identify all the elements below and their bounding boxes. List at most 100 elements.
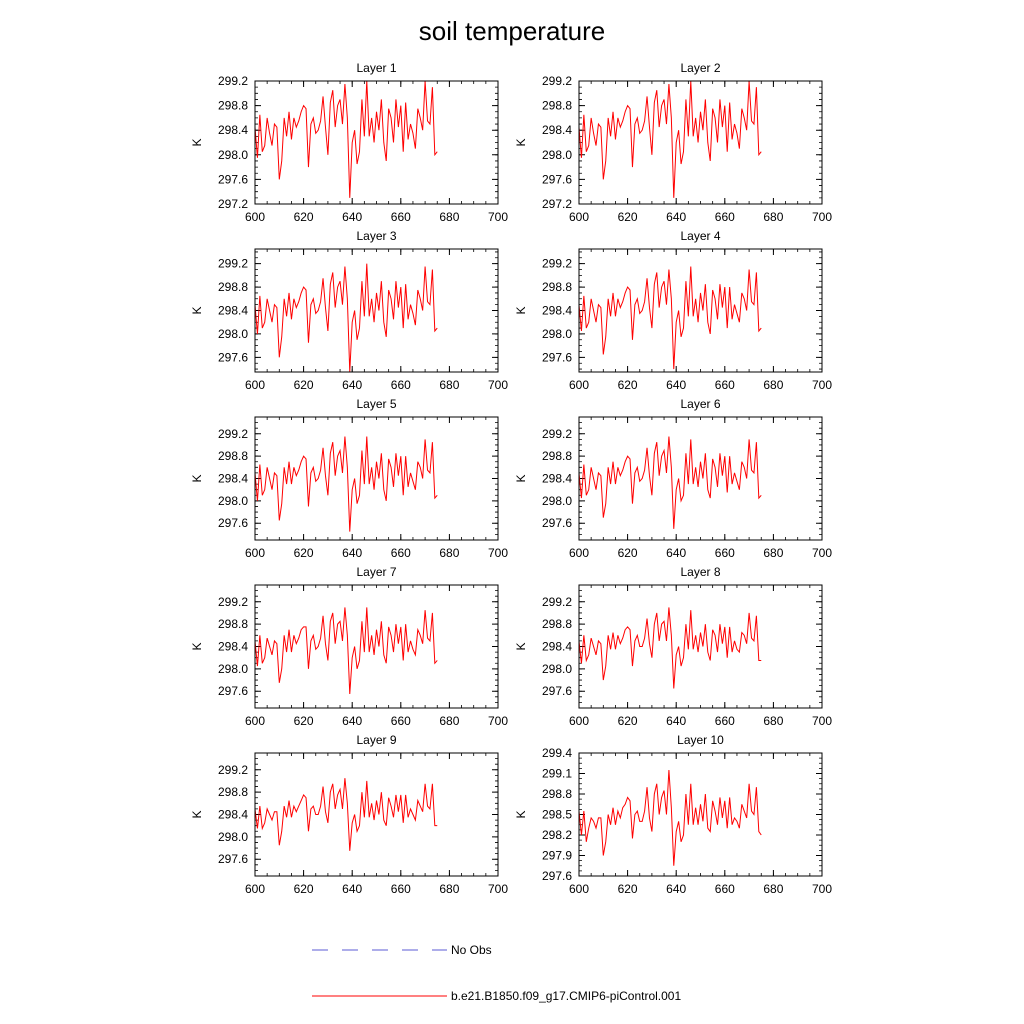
y-tick-label-5-298.4: 298.4 [218,472,248,486]
plot-frame-7 [254,584,499,709]
panel-title-7: Layer 7 [356,565,396,579]
y-tick-label-5-298.8: 298.8 [218,449,248,463]
minor-ticks-2 [578,80,823,205]
panel-layer-1: Layer 1 K 600 620 640 660 680 700 297.2 297.6 298.… [190,61,508,224]
y-axis-label-1: K [190,138,204,146]
y-tick-label-2-298.8: 298.8 [542,99,572,113]
x-tick-label-8-600: 600 [569,714,589,728]
y-tick-label-3-297.6: 297.6 [218,350,248,364]
series-line-9-0 [254,778,438,851]
y-tick-label-9-298.0: 298.0 [218,830,248,844]
x-tick-label-6-680: 680 [763,546,783,560]
plot-frame-6 [578,416,823,541]
y-tick-label-3-299.2: 299.2 [218,257,248,271]
x-tick-label-10-700: 700 [812,882,832,896]
x-tick-label-3-680: 680 [439,378,459,392]
y-tick-label-7-298.4: 298.4 [218,640,248,654]
x-tick-label-2-660: 660 [715,210,735,224]
y-axis-label-5: K [190,474,204,482]
y-axis-label-9: K [190,810,204,818]
y-tick-label-2-297.6: 297.6 [542,172,572,186]
y-tick-label-4-298.8: 298.8 [542,280,572,294]
x-tick-label-7-680: 680 [439,714,459,728]
panel-title-3: Layer 3 [356,229,396,243]
y-tick-label-8-299.2: 299.2 [542,595,572,609]
y-axis-label-4: K [514,306,528,314]
plot-frame-8 [578,584,823,709]
x-tick-label-6-640: 640 [666,546,686,560]
plot-frame-2 [578,80,823,205]
x-tick-label-5-620: 620 [294,546,314,560]
x-tick-label-2-680: 680 [763,210,783,224]
x-tick-label-9-680: 680 [439,882,459,896]
plot-frame-1 [254,80,499,205]
minor-ticks-5 [254,416,499,540]
x-tick-label-8-620: 620 [618,714,638,728]
y-tick-label-6-298.8: 298.8 [542,449,572,463]
x-tick-label-8-680: 680 [763,714,783,728]
y-tick-label-1-298.8: 298.8 [218,99,248,113]
y-tick-label-3-298.0: 298.0 [218,327,248,341]
x-tick-label-10-680: 680 [763,882,783,896]
y-axis-label-3: K [190,306,204,314]
y-tick-label-2-298.0: 298.0 [542,148,572,162]
x-tick-label-9-640: 640 [342,882,362,896]
x-tick-label-9-620: 620 [294,882,314,896]
panel-layer-10: Layer 10 K 600 620 640 660 680 700 297.6 297.9 298… [514,733,832,896]
y-tick-label-7-297.6: 297.6 [218,684,248,698]
x-tick-label-5-640: 640 [342,546,362,560]
y-tick-label-9-299.2: 299.2 [218,763,248,777]
panel-layer-4: Layer 4 K 600 620 640 660 680 700 297.6 298.0 298.… [514,229,832,392]
y-tick-label-10-298.5: 298.5 [542,808,572,822]
x-tick-label-10-620: 620 [618,882,638,896]
panel-title-4: Layer 4 [680,229,720,243]
y-tick-label-2-299.2: 299.2 [542,74,572,88]
x-tick-label-1-700: 700 [488,210,508,224]
plot-frame-9 [254,752,499,877]
minor-ticks-4 [578,249,823,372]
x-tick-label-5-680: 680 [439,546,459,560]
panel-title-5: Layer 5 [356,397,396,411]
x-tick-label-4-700: 700 [812,378,832,392]
y-tick-label-5-297.6: 297.6 [218,516,248,530]
x-tick-label-7-620: 620 [294,714,314,728]
x-tick-label-5-700: 700 [488,546,508,560]
panel-title-10: Layer 10 [677,733,724,747]
x-tick-label-1-600: 600 [245,210,265,224]
x-tick-label-3-600: 600 [245,378,265,392]
x-tick-label-9-660: 660 [391,882,411,896]
x-tick-label-8-660: 660 [715,714,735,728]
x-tick-label-1-680: 680 [439,210,459,224]
series-line-3-0 [254,263,438,373]
y-tick-label-10-299.1: 299.1 [542,767,572,781]
y-tick-label-9-297.6: 297.6 [218,852,248,866]
plot-frame-10 [578,752,823,877]
panel-title-2: Layer 2 [680,61,720,75]
x-tick-label-3-640: 640 [342,378,362,392]
panel-layer-7: Layer 7 K 600 620 640 660 680 700 297.6 298.0 298.… [190,565,508,728]
plot-frame-4 [578,248,823,373]
x-tick-label-9-700: 700 [488,882,508,896]
legend: No Obs b.e21.B1850.f09_g17.CMIP6-piContr… [312,943,681,1003]
y-tick-label-1-297.2: 297.2 [218,197,248,211]
figure-title: soil temperature [419,16,605,46]
x-tick-label-9-600: 600 [245,882,265,896]
y-tick-label-4-298.4: 298.4 [542,304,572,318]
x-tick-label-6-620: 620 [618,546,638,560]
panels-grid: Layer 1 K 600 620 640 660 680 700 297.2 297.6 298.… [190,61,832,896]
x-tick-label-1-660: 660 [391,210,411,224]
panel-layer-9: Layer 9 K 600 620 640 660 680 700 297.6 298.0 298.… [190,733,508,896]
plot-frame-5 [254,416,499,541]
plot-frame-3 [254,248,499,373]
panel-layer-6: Layer 6 K 600 620 640 660 680 700 297.6 298.0 298.… [514,397,832,560]
y-tick-label-8-298.4: 298.4 [542,640,572,654]
x-tick-label-4-620: 620 [618,378,638,392]
y-tick-label-6-297.6: 297.6 [542,516,572,530]
y-tick-label-6-299.2: 299.2 [542,427,572,441]
x-tick-label-3-660: 660 [391,378,411,392]
y-tick-label-1-297.6: 297.6 [218,172,248,186]
series-line-5-0 [254,436,438,532]
series-line-1-0 [254,80,438,198]
x-tick-label-2-640: 640 [666,210,686,224]
